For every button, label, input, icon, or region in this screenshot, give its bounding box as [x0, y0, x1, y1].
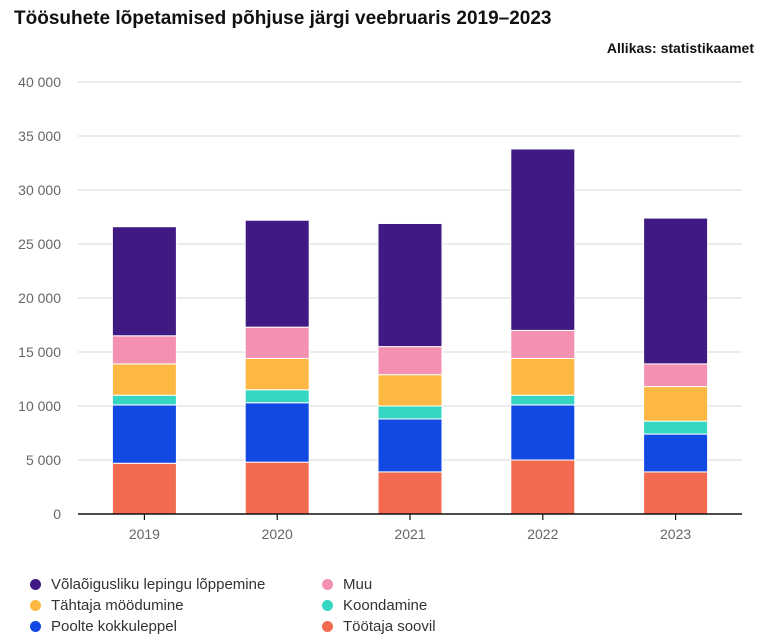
legend-item: Koondamine — [322, 595, 482, 615]
legend-label: Võlaõigusliku lepingu lõppemine — [51, 575, 266, 593]
bar-2021-series-0 — [377, 471, 443, 515]
y-tick-label: 40 000 — [18, 74, 61, 90]
bar-2022-series-1 — [510, 404, 576, 461]
legend-swatch — [30, 620, 41, 632]
y-tick-label: 35 000 — [18, 128, 61, 144]
y-tick-label: 10 000 — [18, 398, 61, 414]
bar-2023-series-5 — [643, 217, 709, 365]
legend-item: Poolte kokkuleppel — [30, 616, 322, 636]
source-note: Allikas: statistikaamet — [606, 40, 754, 56]
stacked-bar-chart: 0 5 000 10 000 15 000 20 000 25 000 30 000 35 0… — [18, 74, 742, 542]
bar-2022-series-2 — [510, 394, 576, 406]
y-tick-label: 30 000 — [18, 182, 61, 198]
legend-item: Muu — [322, 574, 482, 594]
gridlines — [78, 81, 742, 461]
bar-2023-series-4 — [643, 363, 709, 388]
y-axis-ticks: 0 5 000 10 000 15 000 20 000 25 000 30 000 35 0… — [18, 74, 61, 522]
chart-title: Töösuhete lõpetamised põhjuse järgi veeb… — [14, 8, 552, 29]
legend-label: Muu — [343, 575, 373, 593]
bar-2023-series-0 — [643, 471, 709, 515]
y-tick-label: 20 000 — [18, 290, 61, 306]
bar-2021-series-1 — [377, 418, 443, 473]
bar-2019-series-2 — [111, 394, 177, 406]
x-tick-label: 2020 — [262, 526, 293, 542]
legend-label: Töötaja soovil — [343, 617, 436, 635]
bar-2020-series-4 — [244, 326, 310, 359]
legend-label: Poolte kokkuleppel — [51, 617, 177, 635]
bar-2019-series-5 — [111, 226, 177, 337]
bar-2019-series-0 — [111, 462, 177, 515]
legend-swatch — [322, 599, 333, 611]
bar-2020-series-1 — [244, 402, 310, 463]
bar-2020-series-3 — [244, 357, 310, 391]
bar-2022-series-4 — [510, 329, 576, 359]
legend-item: Tähtaja möödumine — [30, 595, 322, 615]
bars — [111, 148, 709, 515]
bar-2020-series-0 — [244, 461, 310, 515]
bar-2021-series-4 — [377, 346, 443, 376]
bar-2023-series-3 — [643, 386, 709, 422]
x-tick-label: 2021 — [394, 526, 425, 542]
bar-2021-series-2 — [377, 405, 443, 420]
y-tick-label: 15 000 — [18, 344, 61, 360]
x-tick-label: 2023 — [660, 526, 691, 542]
bar-2020-series-5 — [244, 219, 310, 328]
legend-item: Võlaõigusliku lepingu lõppemine — [30, 574, 322, 594]
bar-2023-series-1 — [643, 433, 709, 473]
bar-2021-series-5 — [377, 222, 443, 348]
y-tick-label: 0 — [53, 506, 61, 522]
bar-2022-series-0 — [510, 459, 576, 515]
legend-swatch — [322, 620, 333, 632]
y-tick-label: 25 000 — [18, 236, 61, 252]
bar-2023-series-2 — [643, 420, 709, 435]
bar-2019-series-4 — [111, 335, 177, 365]
bar-2019-series-3 — [111, 363, 177, 396]
bar-2022-series-5 — [510, 148, 576, 331]
bar-2022-series-3 — [510, 357, 576, 396]
bar-2019-series-1 — [111, 404, 177, 464]
legend-item: Töötaja soovil — [322, 616, 482, 636]
x-tick-label: 2022 — [527, 526, 558, 542]
legend-label: Tähtaja möödumine — [51, 596, 184, 614]
legend-label: Koondamine — [343, 596, 428, 614]
legend-swatch — [322, 578, 333, 590]
x-tick-label: 2019 — [129, 526, 160, 542]
y-tick-label: 5 000 — [26, 452, 61, 468]
legend-swatch — [30, 578, 41, 590]
x-axis-ticks: 2019 2020 2021 2022 2023 — [129, 514, 691, 542]
bar-2021-series-3 — [377, 374, 443, 407]
legend: Võlaõigusliku lepingu lõppemine Muu Tähtaj… — [30, 574, 490, 636]
bar-2020-series-2 — [244, 389, 310, 404]
legend-swatch — [30, 599, 41, 611]
